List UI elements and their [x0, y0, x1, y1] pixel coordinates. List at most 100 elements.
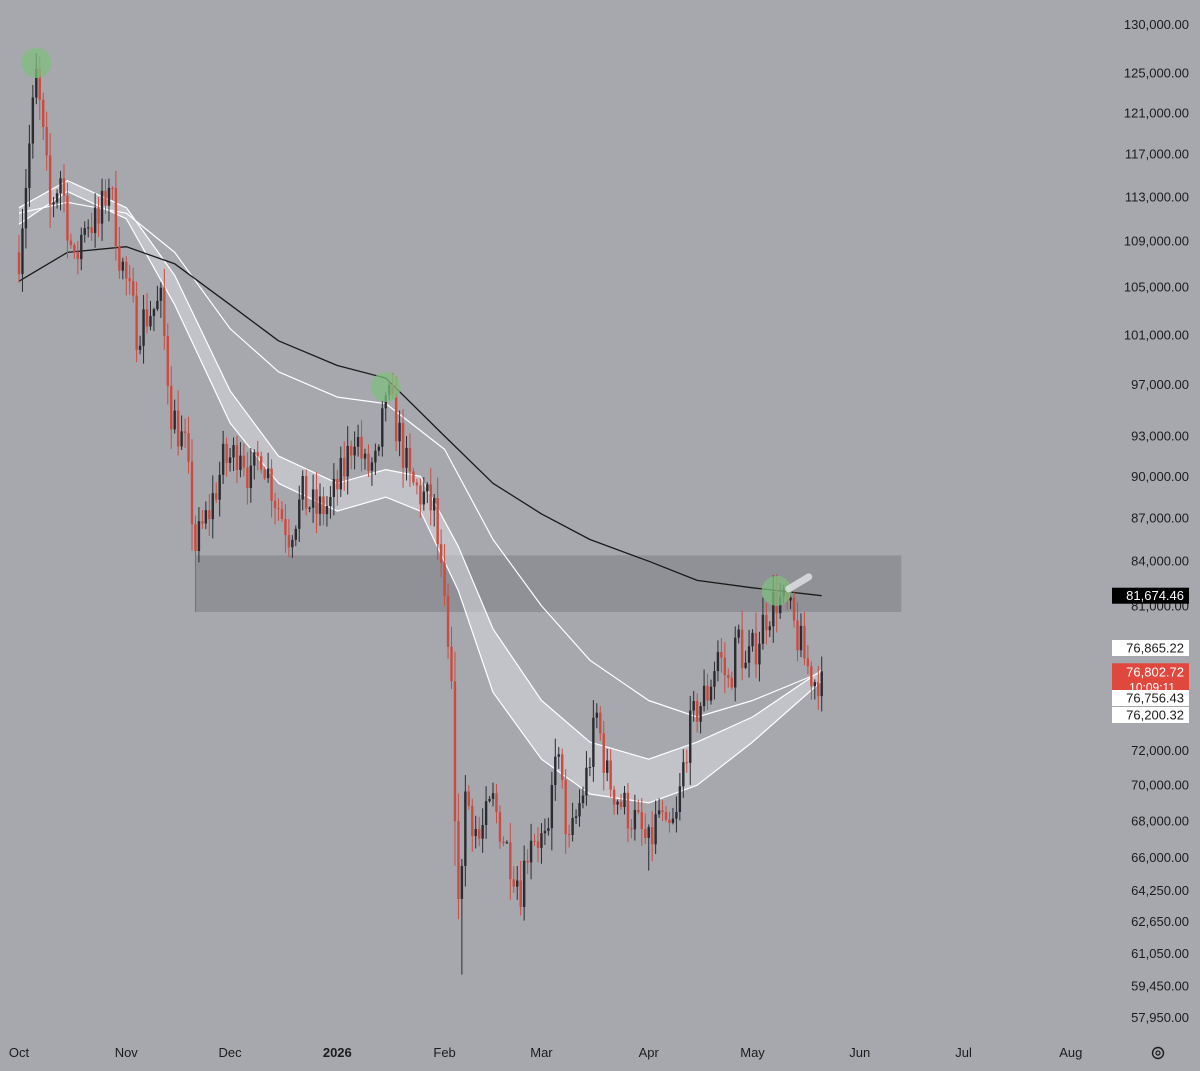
y-tick-label: 101,000.00 — [1124, 327, 1189, 342]
candle — [308, 506, 311, 513]
candle — [516, 865, 519, 900]
candle — [284, 504, 287, 553]
candle — [460, 859, 464, 975]
candle — [183, 418, 187, 448]
y-tick-label: 113,000.00 — [1125, 189, 1189, 204]
candle — [21, 208, 24, 292]
candle — [433, 494, 436, 527]
candle — [519, 860, 522, 916]
candle — [792, 591, 796, 628]
candle — [689, 695, 692, 785]
candle — [152, 307, 156, 332]
candle — [543, 818, 547, 845]
candle — [24, 168, 28, 249]
candle — [253, 449, 256, 480]
candle — [633, 794, 637, 841]
candle — [87, 219, 90, 238]
candle — [747, 629, 751, 678]
candle — [564, 769, 567, 854]
candle — [740, 611, 744, 681]
candle — [657, 798, 661, 818]
candle — [239, 442, 242, 478]
candle — [187, 416, 190, 474]
candle — [734, 626, 737, 702]
candle — [208, 494, 211, 536]
candle — [145, 293, 149, 334]
candle — [419, 478, 422, 518]
candle — [277, 498, 280, 521]
candle — [443, 544, 446, 606]
ma-200-line — [18, 246, 822, 597]
candle — [533, 833, 536, 847]
price-label: 81,674.46 — [1112, 587, 1189, 604]
candle — [190, 439, 194, 551]
candle — [761, 597, 765, 650]
candle — [723, 642, 727, 694]
y-tick-label: 59,450.00 — [1131, 978, 1189, 993]
candle — [754, 612, 758, 679]
candle — [695, 693, 699, 733]
candle — [138, 335, 142, 355]
candle — [505, 840, 509, 844]
highlight-marker — [370, 371, 401, 402]
y-tick-label: 57,950.00 — [1131, 1010, 1189, 1025]
candle — [412, 467, 415, 486]
candle — [626, 782, 630, 843]
y-tick-label: 130,000.00 — [1124, 17, 1189, 32]
candle — [529, 823, 533, 880]
candle — [118, 227, 121, 279]
candle — [588, 757, 592, 777]
candle — [156, 285, 159, 312]
candle — [128, 264, 131, 295]
y-tick-label: 61,050.00 — [1131, 946, 1189, 961]
candle — [481, 808, 484, 853]
y-tick-label: 84,000.00 — [1131, 554, 1189, 569]
candle — [464, 775, 467, 887]
candle — [650, 811, 654, 862]
candle — [509, 822, 512, 900]
candle — [100, 178, 104, 241]
candle — [197, 507, 201, 563]
candle — [630, 819, 633, 839]
settings-button[interactable] — [1151, 1046, 1165, 1060]
candle — [256, 440, 259, 471]
candle — [235, 435, 239, 484]
candle — [93, 193, 97, 248]
y-tick-label: 87,000.00 — [1131, 511, 1189, 526]
candle — [716, 640, 720, 682]
x-tick-label: Jun — [849, 1045, 870, 1060]
candle — [796, 602, 799, 662]
candle — [450, 626, 453, 690]
candle — [606, 748, 609, 782]
candle — [720, 637, 723, 673]
y-tick-label: 93,000.00 — [1131, 429, 1189, 444]
candle — [107, 178, 111, 222]
candle — [612, 785, 616, 815]
x-tick-label: 2026 — [323, 1045, 352, 1060]
svg-text:76,756.43: 76,756.43 — [1126, 691, 1184, 706]
retest-marker — [785, 573, 813, 593]
candle — [263, 466, 266, 481]
candle — [477, 816, 481, 847]
candle — [609, 749, 612, 798]
candle — [121, 257, 124, 280]
highlight-marker — [21, 47, 52, 78]
candle — [246, 452, 249, 505]
candle — [668, 811, 671, 833]
candle — [488, 795, 491, 803]
candle — [59, 171, 62, 211]
candle — [215, 482, 218, 504]
candle — [640, 797, 643, 846]
candle — [170, 366, 173, 449]
candle — [353, 431, 356, 470]
candle — [744, 650, 747, 670]
candle — [66, 182, 69, 259]
y-tick-label: 62,650.00 — [1131, 914, 1189, 929]
candle — [194, 515, 197, 612]
x-tick-label: Dec — [218, 1045, 242, 1060]
svg-text:76,200.32: 76,200.32 — [1126, 708, 1184, 723]
candle — [571, 802, 574, 842]
gear-icon[interactable] — [1151, 1046, 1165, 1060]
